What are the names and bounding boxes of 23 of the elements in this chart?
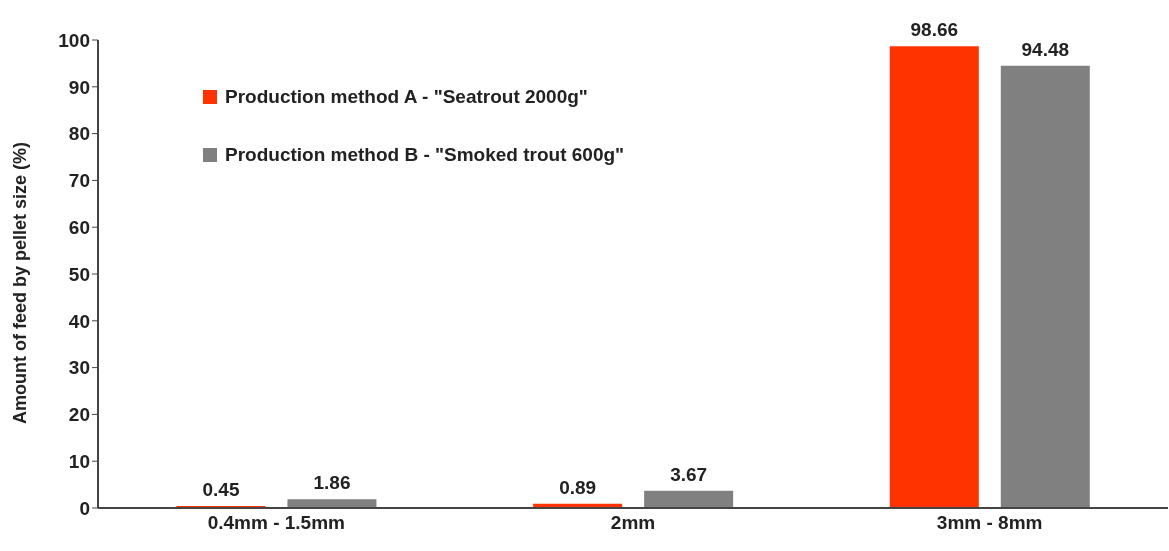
y-axis-title: Amount of feed by pellet size (%) bbox=[10, 141, 31, 424]
data-label: 94.48 bbox=[1021, 38, 1070, 60]
data-label: 1.86 bbox=[313, 472, 351, 494]
y-tick-label: 10 bbox=[68, 450, 90, 472]
data-label: 0.45 bbox=[202, 478, 240, 500]
y-tick-label: 30 bbox=[68, 357, 90, 379]
y-tick-label: 60 bbox=[68, 216, 90, 238]
y-tick-label: 50 bbox=[68, 263, 90, 285]
y-tick-label: 40 bbox=[68, 310, 90, 332]
legend-label: Production method A - "Seatrout 2000g" bbox=[225, 86, 588, 108]
y-tick-label: 0 bbox=[79, 497, 90, 519]
y-tick-label: 20 bbox=[68, 404, 90, 426]
data-label: 98.66 bbox=[910, 19, 959, 41]
legend-label: Production method B - "Smoked trout 600g" bbox=[225, 144, 625, 166]
data-label: 0.89 bbox=[559, 476, 597, 498]
y-tick-label: 100 bbox=[58, 29, 90, 51]
y-tick-label: 70 bbox=[68, 170, 90, 192]
data-label: 3.67 bbox=[670, 463, 708, 485]
x-tick-label: 2mm bbox=[610, 512, 656, 534]
y-tick-label: 80 bbox=[68, 123, 90, 145]
x-tick-label: 3mm - 8mm bbox=[936, 512, 1043, 534]
x-tick-label: 0.4mm - 1.5mm bbox=[207, 512, 345, 534]
y-tick-label: 90 bbox=[68, 76, 90, 98]
